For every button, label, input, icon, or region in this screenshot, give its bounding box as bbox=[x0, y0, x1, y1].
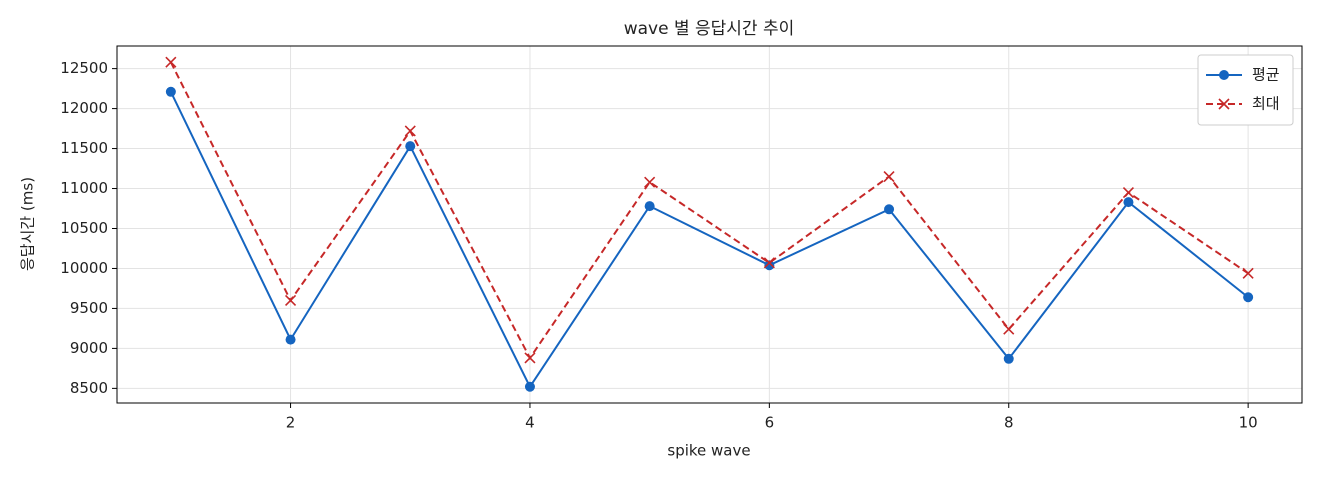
plot-frame bbox=[116, 45, 1303, 404]
marker bbox=[883, 170, 895, 183]
marker bbox=[1122, 186, 1135, 199]
y-tick-label: 9500 bbox=[70, 299, 108, 317]
marker bbox=[1003, 323, 1015, 335]
y-tick-label: 10500 bbox=[60, 219, 108, 237]
y-tick-label: 11000 bbox=[60, 179, 108, 197]
x-tick-label: 10 bbox=[1239, 414, 1258, 432]
marker bbox=[763, 257, 775, 269]
marker bbox=[1243, 292, 1254, 303]
marker bbox=[404, 125, 416, 137]
series-line bbox=[169, 61, 1249, 360]
marker bbox=[1123, 197, 1134, 208]
y-tick-label: 8500 bbox=[70, 379, 108, 397]
x-tick-label: 2 bbox=[286, 414, 296, 432]
marker bbox=[165, 56, 177, 68]
y-tick-label: 9000 bbox=[70, 339, 108, 357]
marker bbox=[1219, 70, 1229, 80]
series-line bbox=[169, 91, 1249, 389]
y-axis-label: 응답시간 (ms) bbox=[19, 177, 37, 271]
legend-label: 평균 bbox=[1252, 66, 1280, 84]
marker bbox=[285, 334, 296, 345]
marker bbox=[1218, 98, 1230, 110]
x-tick-label: 8 bbox=[1004, 414, 1014, 432]
y-tick-label: 12500 bbox=[60, 59, 108, 77]
marker bbox=[764, 260, 775, 271]
y-tick-label: 10000 bbox=[60, 259, 108, 277]
marker bbox=[644, 201, 655, 212]
marker bbox=[405, 141, 416, 152]
y-tick-label: 12000 bbox=[60, 99, 108, 117]
marker bbox=[284, 294, 297, 307]
marker bbox=[1242, 267, 1254, 279]
marker bbox=[524, 381, 535, 392]
marker bbox=[524, 352, 536, 364]
marker bbox=[165, 86, 176, 97]
marker bbox=[884, 204, 895, 215]
x-tick-label: 4 bbox=[525, 414, 535, 432]
x-tick-label: 6 bbox=[765, 414, 775, 432]
marker bbox=[644, 176, 656, 188]
marker bbox=[1003, 353, 1014, 364]
legend-label: 최대 bbox=[1252, 95, 1280, 113]
x-axis-label: spike wave bbox=[667, 442, 750, 460]
chart-title: wave 별 응답시간 추이 bbox=[624, 19, 795, 39]
y-tick-label: 11500 bbox=[60, 139, 108, 157]
